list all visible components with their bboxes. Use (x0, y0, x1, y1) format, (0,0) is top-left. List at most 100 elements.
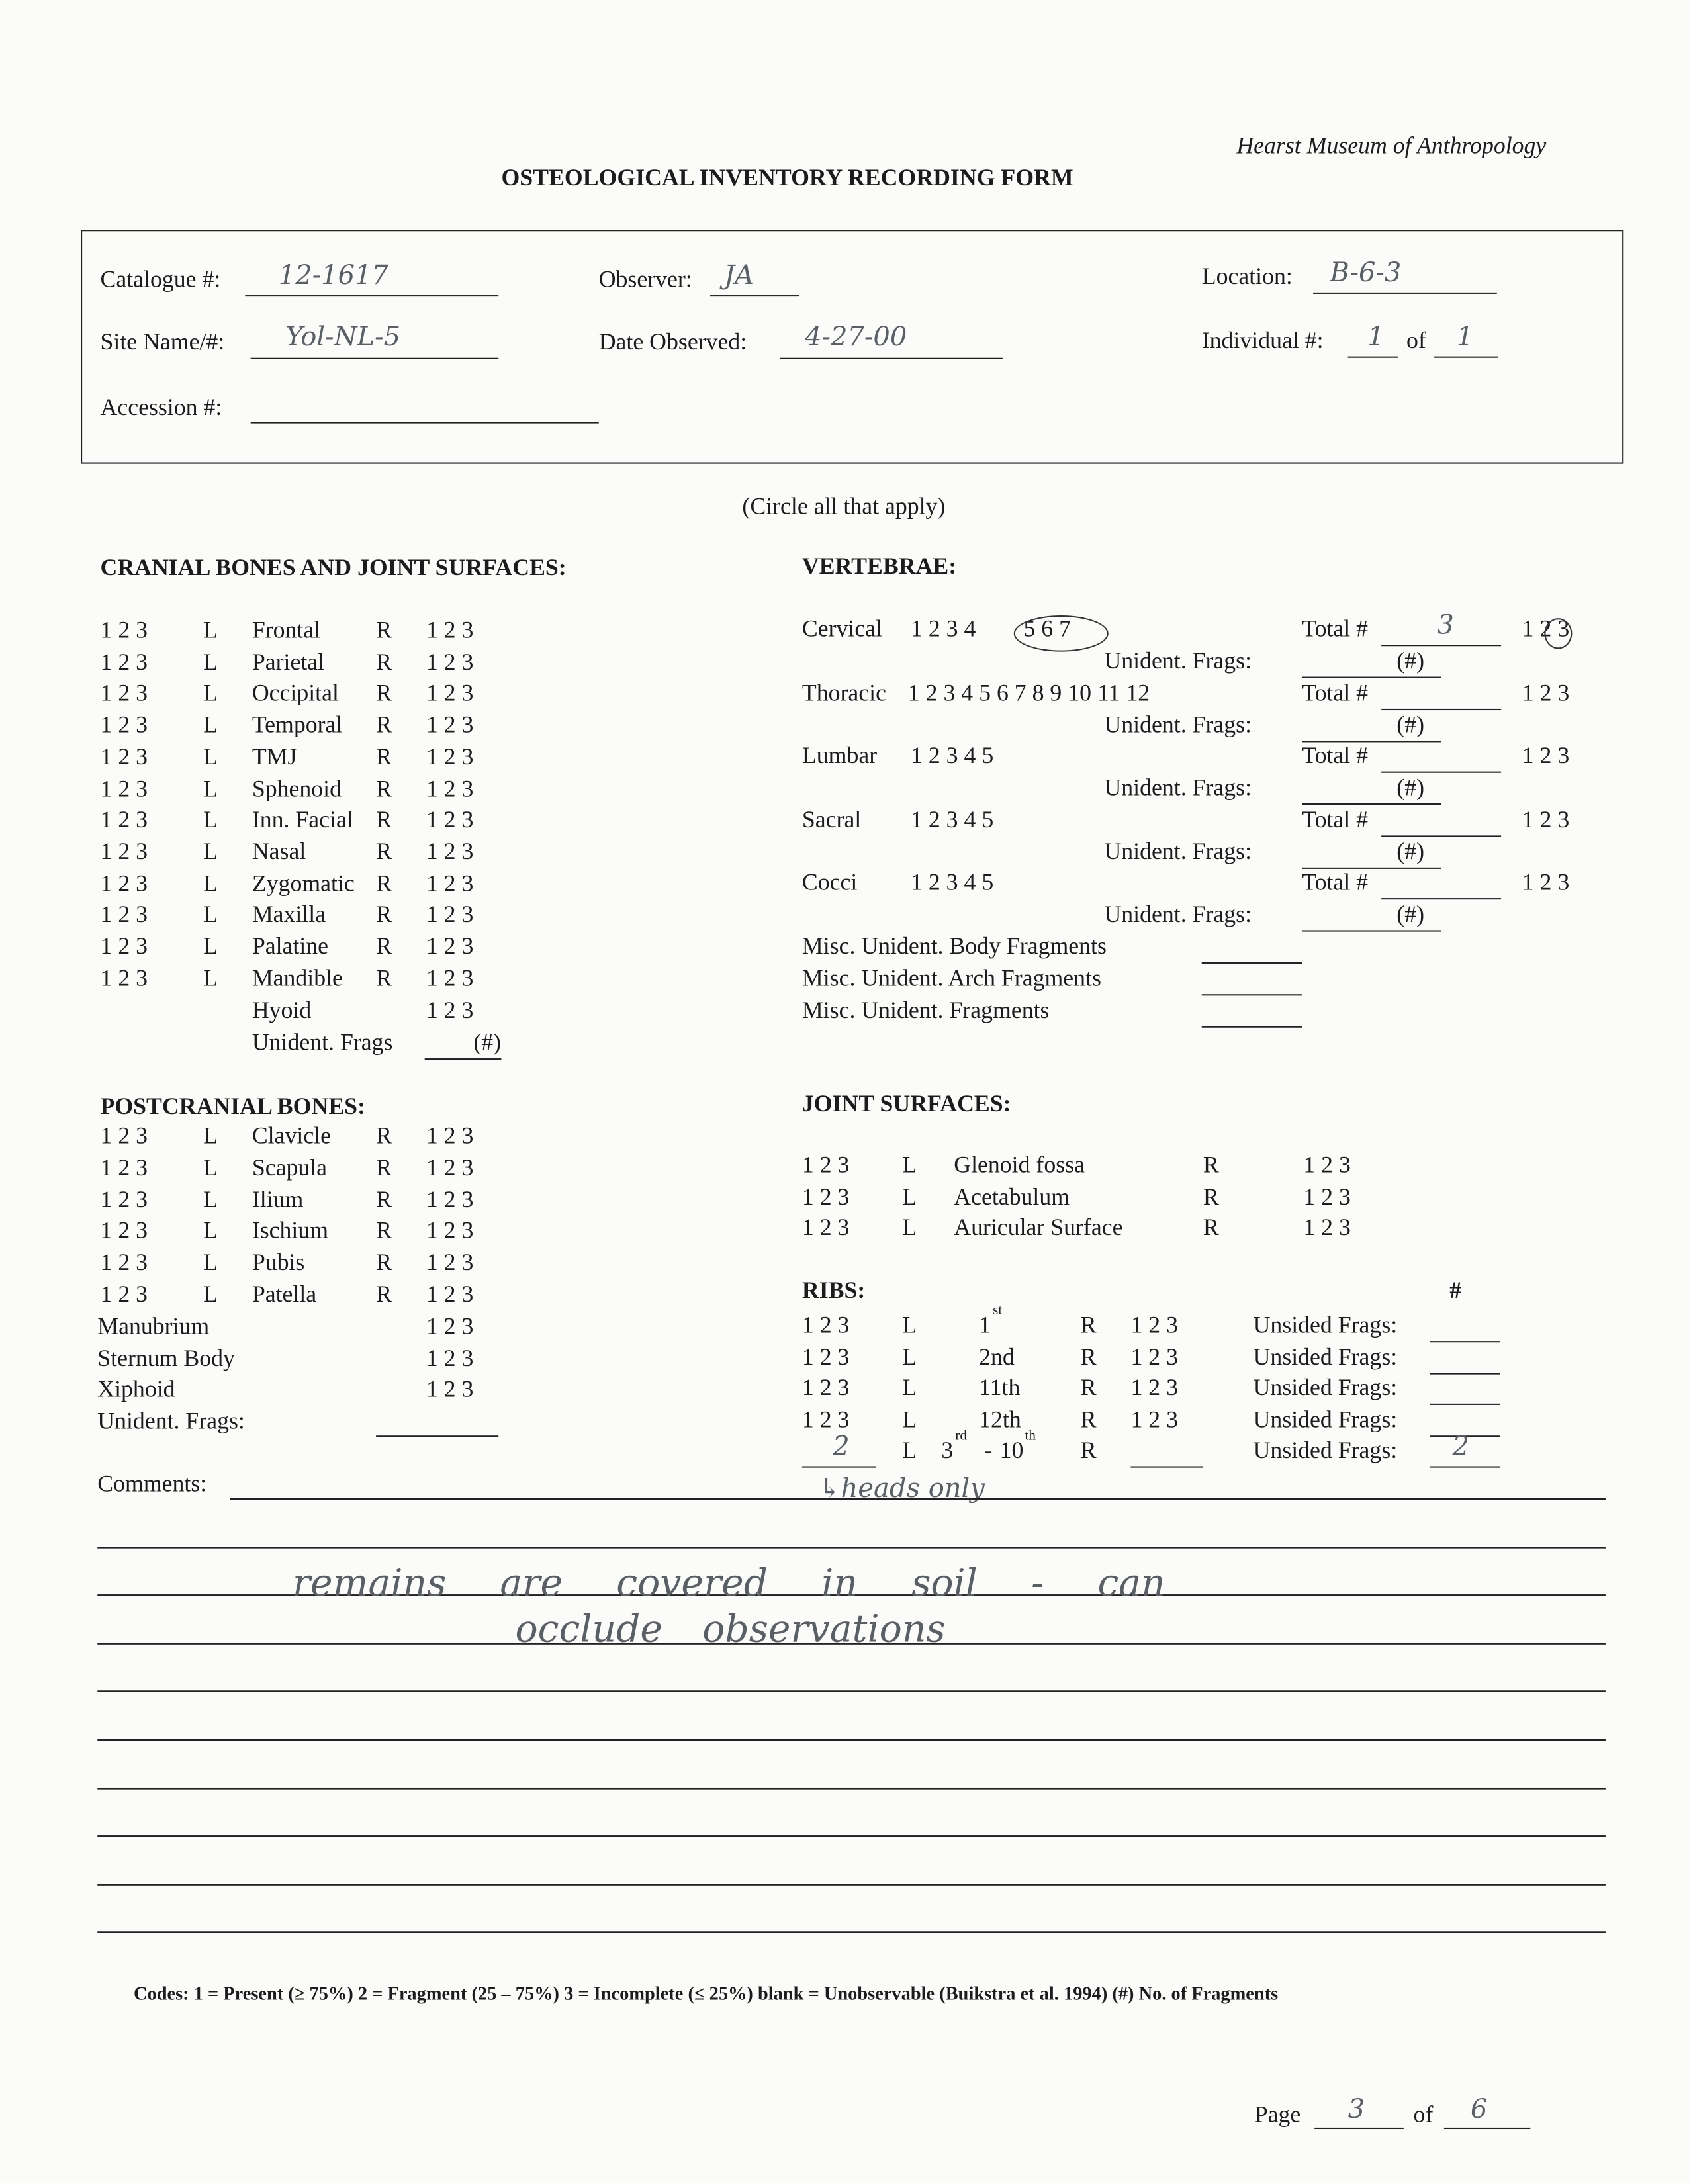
left-score-options[interactable]: 1 2 3 (100, 1281, 148, 1308)
left-score-options[interactable]: 1 2 3 (100, 1249, 148, 1276)
right-score-options[interactable]: 1 2 3 (426, 901, 474, 928)
right-score-options[interactable]: 1 2 3 (1130, 1406, 1178, 1433)
right-score-options[interactable]: 1 2 3 (426, 933, 474, 960)
left-score-options[interactable]: 1 2 3 (100, 1154, 148, 1181)
unsided-frags-field[interactable] (1430, 1404, 1500, 1406)
hyoid-score-options[interactable]: 1 2 3 (426, 997, 474, 1024)
vertebra-score-options[interactable]: 1 2 3 (1522, 868, 1570, 895)
score-options[interactable]: 1 2 3 (426, 1313, 474, 1340)
observer-field[interactable] (710, 295, 799, 297)
score-options[interactable]: 1 2 3 (426, 1376, 474, 1403)
right-score-options[interactable]: 1 2 3 (426, 870, 474, 897)
left-score-options[interactable]: 1 2 3 (100, 648, 148, 675)
right-score-options[interactable]: 1 2 3 (1130, 1343, 1178, 1370)
page-value[interactable]: 3 (1347, 2094, 1365, 2125)
vertebra-score-options[interactable]: 1 2 3 (1522, 805, 1570, 833)
total-value[interactable]: 3 (1437, 610, 1454, 641)
right-score-options[interactable]: 1 2 3 (426, 964, 474, 991)
left-score-options[interactable]: 1 2 3 (100, 774, 148, 801)
right-score-options[interactable]: 1 2 3 (426, 806, 474, 833)
right-score-options[interactable]: 1 2 3 (426, 648, 474, 675)
right-score-options[interactable]: 1 2 3 (1130, 1311, 1178, 1338)
right-score-options[interactable]: 1 2 3 (426, 680, 474, 707)
vertebra-score-options[interactable]: 1 2 3 (1522, 742, 1570, 769)
comment-line[interactable] (97, 1884, 1606, 1886)
misc-fragments-field[interactable] (1201, 962, 1302, 964)
right-score-options[interactable]: 1 2 3 (426, 617, 474, 644)
total-field[interactable] (1381, 835, 1502, 837)
left-score-options[interactable]: 1 2 3 (801, 1183, 850, 1210)
unident-frags-field[interactable] (1302, 866, 1441, 868)
comment-line[interactable] (97, 1546, 1606, 1548)
individual-total[interactable]: 1 (1456, 322, 1474, 353)
right-score-options[interactable]: 1 2 3 (426, 1185, 474, 1212)
page-total-field[interactable] (1443, 2127, 1531, 2130)
left-score-options[interactable]: 1 2 3 (100, 680, 148, 707)
page-total[interactable]: 6 (1470, 2094, 1488, 2125)
right-score-options[interactable]: 1 2 3 (1303, 1152, 1351, 1178)
comment-line[interactable] (97, 1932, 1606, 1934)
comment-line[interactable] (230, 1498, 1606, 1500)
left-score-options[interactable]: 1 2 3 (801, 1375, 850, 1402)
vertebra-number-options[interactable]: 1 2 3 4 (911, 615, 976, 642)
comment-text-line1[interactable]: remains are covered in soil - can (292, 1562, 1165, 1606)
right-score-options[interactable]: 1 2 3 (426, 743, 474, 770)
ribs-mid-right-field[interactable] (1130, 1466, 1203, 1468)
ribs-mid-left-value[interactable]: 2 (833, 1431, 850, 1463)
unsided-frags-value[interactable]: 2 (1452, 1431, 1469, 1463)
comment-line[interactable] (97, 1594, 1606, 1596)
left-score-options[interactable]: 1 2 3 (100, 806, 148, 833)
comment-line[interactable] (97, 1835, 1606, 1837)
unsided-frags-field[interactable] (1430, 1341, 1500, 1343)
location-field[interactable] (1313, 292, 1497, 294)
left-score-options[interactable]: 1 2 3 (100, 1122, 148, 1149)
right-score-options[interactable]: 1 2 3 (426, 1217, 474, 1244)
left-score-options[interactable]: 1 2 3 (100, 901, 148, 928)
left-score-options[interactable]: 1 2 3 (100, 870, 148, 897)
date-field[interactable] (780, 357, 1003, 359)
site-field[interactable] (250, 357, 499, 359)
score-options[interactable]: 1 2 3 (426, 1344, 474, 1371)
left-score-options[interactable]: 1 2 3 (801, 1406, 850, 1433)
right-score-options[interactable]: 1 2 3 (426, 838, 474, 865)
left-score-options[interactable]: 1 2 3 (100, 933, 148, 960)
individual-total-field[interactable] (1434, 356, 1498, 358)
individual-field[interactable] (1347, 356, 1398, 358)
left-score-options[interactable]: 1 2 3 (801, 1214, 850, 1242)
right-score-options[interactable]: 1 2 3 (426, 1281, 474, 1308)
right-score-options[interactable]: 1 2 3 (426, 1154, 474, 1181)
comment-line[interactable] (97, 1643, 1606, 1645)
unsided-frags-field[interactable] (1430, 1372, 1500, 1374)
right-score-options[interactable]: 1 2 3 (1303, 1214, 1351, 1242)
left-score-options[interactable]: 1 2 3 (801, 1152, 850, 1178)
unsided-frags-field[interactable] (1430, 1435, 1500, 1437)
misc-fragments-field[interactable] (1201, 994, 1302, 996)
ribs-mid-left-field[interactable] (801, 1466, 876, 1468)
postcranial-unident-field[interactable] (376, 1435, 499, 1437)
vertebra-number-options[interactable]: 1 2 3 4 5 (911, 805, 994, 833)
individual-value[interactable]: 1 (1367, 322, 1385, 353)
unident-frags-field[interactable] (1302, 740, 1441, 742)
location-value[interactable]: B-6-3 (1330, 257, 1402, 289)
right-score-options[interactable]: 1 2 3 (1130, 1375, 1178, 1402)
comment-line[interactable] (97, 1739, 1606, 1741)
accession-field[interactable] (250, 422, 599, 424)
observer-value[interactable]: JA (724, 260, 754, 291)
right-score-options[interactable]: 1 2 3 (426, 711, 474, 739)
left-score-options[interactable]: 1 2 3 (100, 1185, 148, 1212)
vertebra-number-options[interactable]: 1 2 3 4 5 6 7 8 9 10 11 12 (907, 678, 1150, 705)
vertebra-number-options[interactable]: 1 2 3 4 5 (911, 742, 994, 769)
catalogue-value[interactable]: 12-1617 (278, 260, 388, 291)
left-score-options[interactable]: 1 2 3 (100, 617, 148, 644)
page-field[interactable] (1314, 2127, 1404, 2130)
left-score-options[interactable]: 1 2 3 (100, 743, 148, 770)
date-value[interactable]: 4-27-00 (805, 322, 907, 353)
right-score-options[interactable]: 1 2 3 (426, 1249, 474, 1276)
comment-line[interactable] (97, 1787, 1606, 1789)
misc-fragments-field[interactable] (1201, 1026, 1302, 1028)
vertebra-number-options[interactable]: 1 2 3 4 5 (911, 868, 994, 895)
left-score-options[interactable]: 1 2 3 (100, 838, 148, 865)
unident-frags-field[interactable] (1302, 676, 1441, 678)
total-field[interactable] (1381, 771, 1502, 773)
catalogue-field[interactable] (245, 295, 499, 297)
